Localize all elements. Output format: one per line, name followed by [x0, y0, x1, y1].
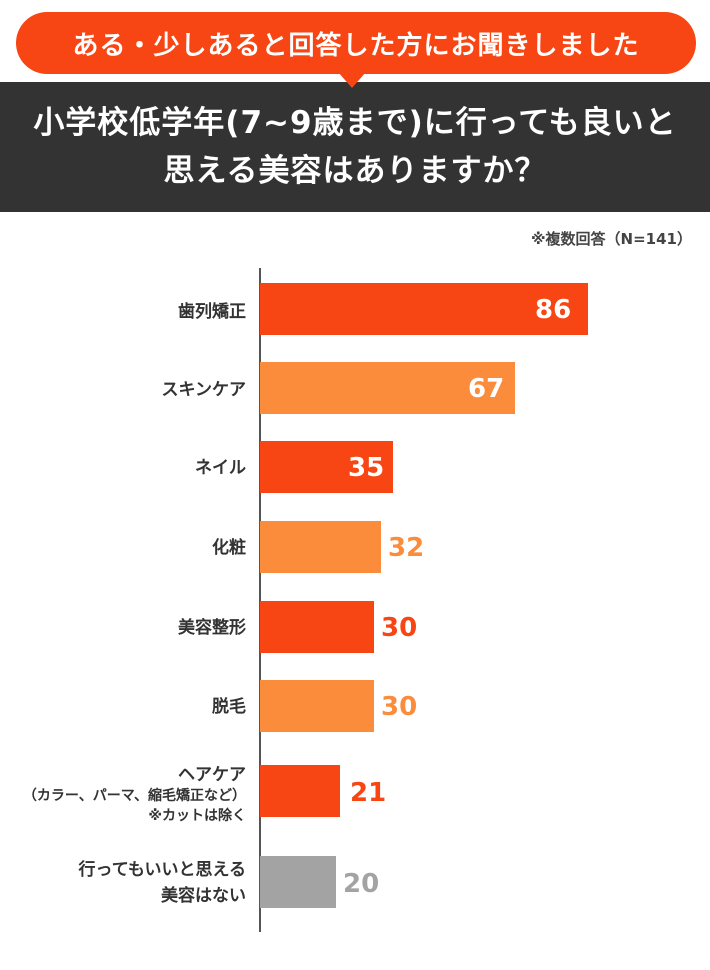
bar-1: [260, 362, 515, 414]
bar-0: [260, 283, 588, 335]
category-label: 美容整形: [178, 618, 246, 638]
category-sublabel: 美容はない: [161, 886, 246, 906]
category-label: 行ってもいいと思える: [78, 860, 246, 880]
bar-2: [260, 441, 393, 493]
category-label: 化粧: [212, 538, 246, 558]
category-label: ネイル: [195, 458, 246, 478]
bar-6: [260, 765, 340, 817]
category-label: スキンケア: [161, 380, 247, 400]
category-label: 脱毛: [212, 697, 246, 717]
y-axis-line: [259, 268, 261, 932]
sample-note: ※複数回答（N=141）: [530, 230, 692, 248]
category-sublabel: （カラー、パーマ、縮毛矯正など）: [22, 788, 246, 804]
value-label: 30: [381, 613, 418, 643]
value-label: 21: [350, 778, 387, 808]
title-line-1: 小学校低学年(7~9歳まで)に行っても良いと: [33, 105, 677, 141]
value-label: 30: [381, 692, 418, 722]
value-label: 20: [343, 869, 380, 899]
category-label: ヘアケア: [178, 765, 246, 785]
bar-5: [260, 680, 374, 732]
subtitle-bubble: ある・少しあると回答した方にお聞きしました: [16, 12, 696, 74]
category-sublabel: ※カットは除く: [148, 808, 246, 824]
chart-title: 小学校低学年(7~9歳まで)に行っても良いと 思える美容はありますか？: [0, 82, 710, 212]
category-label: 歯列矯正: [178, 302, 246, 322]
value-label: 35: [348, 453, 385, 483]
bar-4: [260, 601, 374, 653]
title-line-2: 思える美容はありますか？: [163, 153, 547, 189]
bar-7: [260, 856, 336, 908]
bar-3: [260, 521, 381, 573]
bubble-tail: [338, 72, 366, 88]
subtitle-text: ある・少しあると回答した方にお聞きしました: [72, 30, 640, 61]
value-label: 32: [388, 533, 425, 563]
value-label: 67: [468, 374, 505, 404]
value-label: 86: [535, 295, 572, 325]
